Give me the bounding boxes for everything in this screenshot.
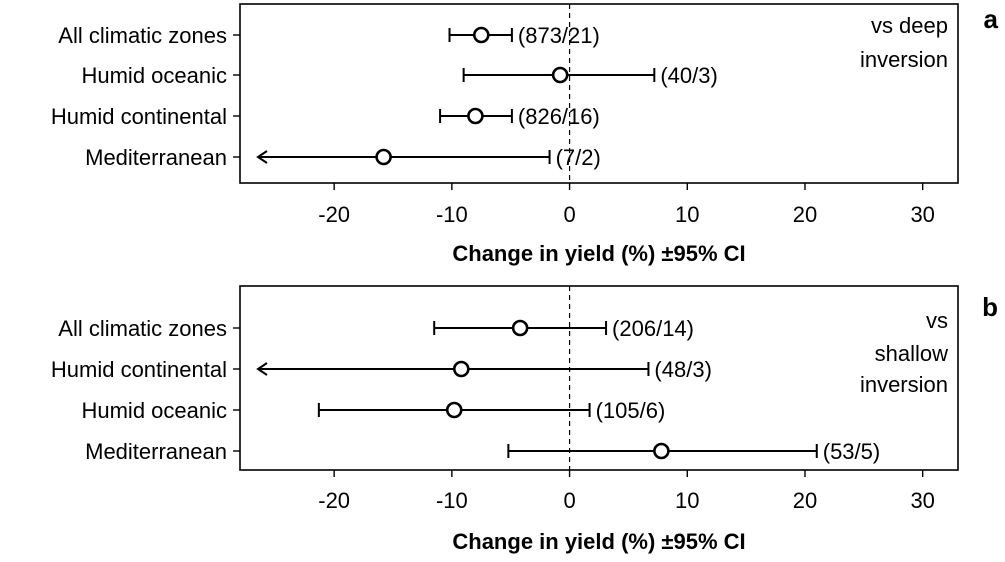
panel-b-ci-arrow-left xyxy=(256,362,268,376)
panel-b-annotation-text: vs xyxy=(926,308,948,333)
panel-a-x-tick-label: -10 xyxy=(436,202,468,227)
panel-a-panel-letter: a xyxy=(984,4,999,34)
panel-a-point-estimate xyxy=(551,66,569,84)
panel-a-sample-count-label: (873/21) xyxy=(518,23,600,48)
panel-a-x-tick-label: 20 xyxy=(793,202,817,227)
panel-a-sample-count-label: (7/2) xyxy=(556,145,601,170)
panel-b-annotation-text: inversion xyxy=(860,372,948,397)
panel-b-category-label: Humid oceanic xyxy=(81,398,227,423)
panel-b-x-tick-label: 10 xyxy=(675,488,699,513)
panel-b-x-tick-label: 20 xyxy=(793,488,817,513)
panel-b-x-tick-label: 30 xyxy=(910,488,934,513)
panel-b-category-label: Mediterranean xyxy=(85,439,227,464)
panel-a-category-label: Humid oceanic xyxy=(81,63,227,88)
panel-a-annotation-text: inversion xyxy=(860,47,948,72)
panel-a-point-estimate xyxy=(472,26,490,44)
panel-b-point-estimate xyxy=(445,401,463,419)
panel-b-category-label: All climatic zones xyxy=(58,316,227,341)
panel-b-x-tick-label: 0 xyxy=(563,488,575,513)
panel-a-annotation-text: vs deep xyxy=(871,13,948,38)
panel-a-ci-arrow-left xyxy=(256,150,268,164)
panel-a-sample-count-label: (40/3) xyxy=(660,63,717,88)
panel-b-point-estimate xyxy=(653,442,670,460)
panel-a-sample-count-label: (826/16) xyxy=(518,104,600,129)
panel-b-point-estimate xyxy=(452,360,470,378)
panel-a-x-tick-label: 0 xyxy=(563,202,575,227)
panel-b-annotation-text: shallow xyxy=(875,341,948,366)
panel-a-x-tick-label: 30 xyxy=(910,202,934,227)
panel-a-category-label: Humid continental xyxy=(51,104,227,129)
panel-b-x-axis-label: Change in yield (%) ±95% CI xyxy=(452,529,745,554)
panel-b-point-estimate xyxy=(511,319,529,337)
panel-a-point-estimate xyxy=(467,107,484,125)
panel-b-category-label: Humid continental xyxy=(51,357,227,382)
panel-a-category-label: Mediterranean xyxy=(85,145,227,170)
panel-a-plot-frame xyxy=(239,3,959,184)
panel-b-sample-count-label: (105/6) xyxy=(596,398,666,423)
panel-b-x-tick-label: -20 xyxy=(318,488,350,513)
panel-b-sample-count-label: (48/3) xyxy=(654,357,711,382)
panel-a-category-label: All climatic zones xyxy=(58,23,227,48)
panel-b-panel-letter: b xyxy=(982,292,998,322)
panel-b-sample-count-label: (206/14) xyxy=(612,316,694,341)
panel-a-x-tick-label: 10 xyxy=(675,202,699,227)
panel-a-x-tick-label: -20 xyxy=(318,202,350,227)
panel-a-x-axis-label: Change in yield (%) ±95% CI xyxy=(452,241,745,266)
panel-b-plot-frame xyxy=(239,285,959,471)
panel-a-point-estimate xyxy=(375,148,392,166)
panel-b-sample-count-label: (53/5) xyxy=(823,439,880,464)
panel-b-x-tick-label: -10 xyxy=(436,488,468,513)
